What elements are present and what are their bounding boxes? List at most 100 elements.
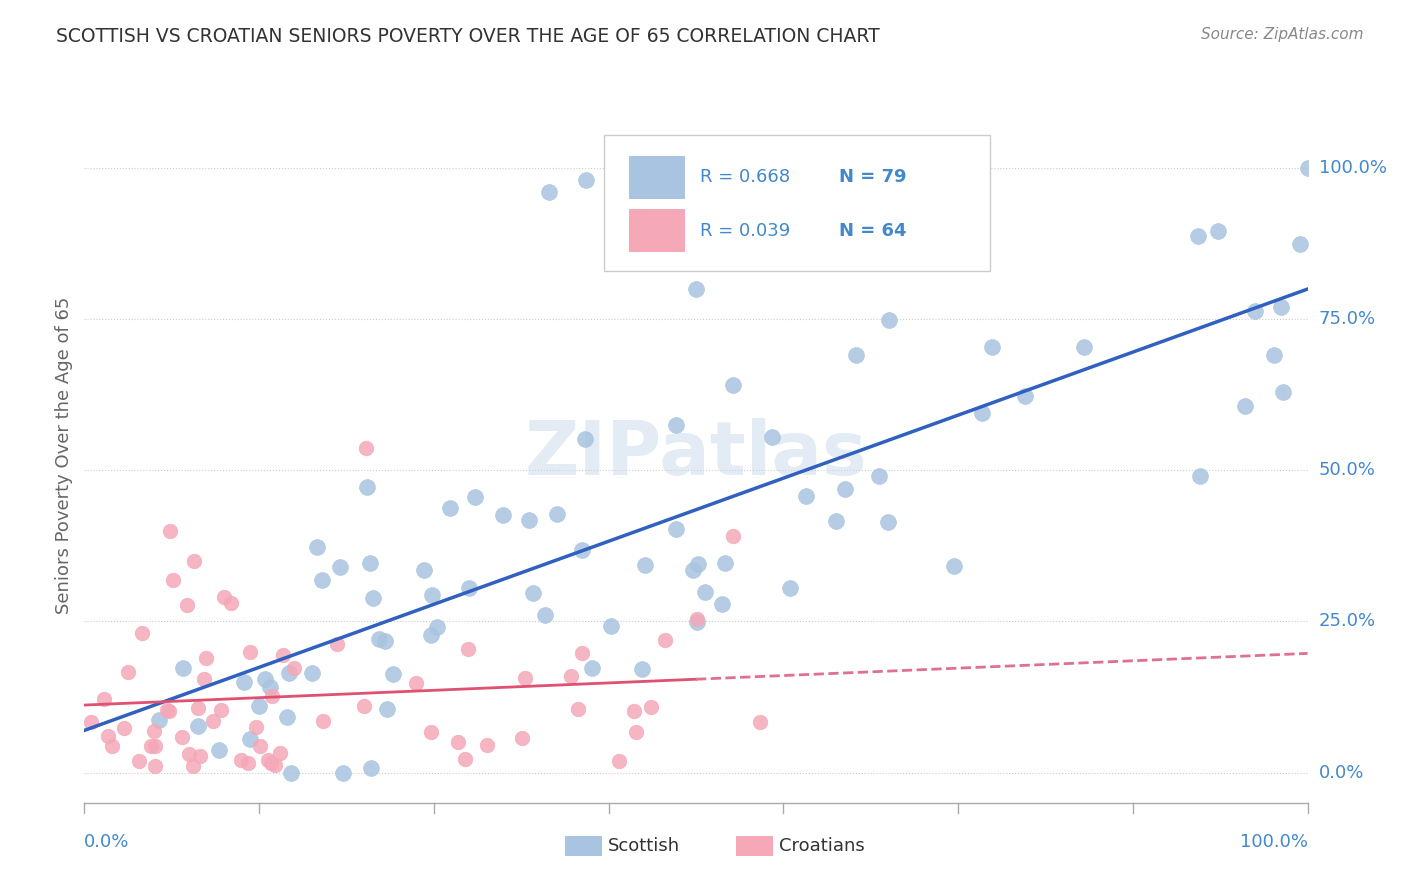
Point [405,676,427,690]
Point [685,281,707,295]
Point [278,665,301,680]
Point [425,620,447,634]
Point [682,563,704,577]
Point [187,719,209,733]
Point [600,619,623,633]
Point [159,524,181,538]
Point [142,723,165,738]
Text: Source: ZipAtlas.com: Source: ZipAtlas.com [1201,27,1364,42]
Text: R = 0.039: R = 0.039 [700,222,790,240]
Point [686,557,709,571]
Point [360,761,382,775]
Point [187,701,209,715]
Point [845,348,868,362]
Point [301,666,323,681]
Text: 0.0%: 0.0% [1319,764,1364,781]
Point [1289,237,1312,252]
Point [170,730,193,744]
Point [834,482,856,496]
Point [148,713,170,727]
FancyBboxPatch shape [605,135,990,270]
Point [202,714,225,728]
Point [794,489,817,503]
Point [354,442,377,456]
Point [131,625,153,640]
Point [723,529,745,543]
Point [517,513,540,527]
Point [276,709,298,723]
Y-axis label: Seniors Poverty Over the Age of 65: Seniors Poverty Over the Age of 65 [55,296,73,614]
Point [271,648,294,663]
Point [332,765,354,780]
Point [236,756,259,771]
Point [439,500,461,515]
Point [207,742,229,756]
Point [825,514,848,528]
Point [311,573,333,587]
Point [1263,348,1285,362]
Point [194,651,217,665]
Point [972,406,994,420]
Point [93,691,115,706]
Point [665,417,688,432]
Text: ZIPatlas: ZIPatlas [524,418,868,491]
Point [457,642,479,657]
Point [748,714,770,729]
Point [522,586,544,600]
Point [183,759,205,773]
Point [477,739,499,753]
Point [623,704,645,718]
Point [245,720,267,734]
Text: Scottish: Scottish [607,837,681,855]
Point [721,378,744,392]
Point [128,754,150,768]
Point [262,690,284,704]
Point [259,680,281,694]
Point [101,739,124,754]
Point [183,554,205,568]
Point [176,598,198,612]
Text: 0.0%: 0.0% [84,833,129,851]
Text: 100.0%: 100.0% [1319,159,1386,177]
Point [219,596,242,610]
Point [458,581,481,595]
Point [574,432,596,446]
Point [356,480,378,494]
Point [239,732,262,747]
FancyBboxPatch shape [737,836,773,856]
Point [1073,340,1095,354]
Point [695,584,717,599]
Point [571,542,593,557]
Point [419,628,441,642]
Point [325,637,347,651]
Point [1244,303,1267,318]
Point [779,581,801,595]
Point [361,591,384,606]
Point [630,662,652,676]
Point [1234,399,1257,413]
Point [307,540,329,554]
Point [209,702,232,716]
Point [607,754,630,768]
Point [1206,224,1229,238]
Point [877,313,900,327]
Point [943,559,966,574]
Point [560,669,582,683]
Point [761,430,783,444]
Point [177,747,200,762]
Point [419,725,441,739]
Point [464,491,486,505]
Point [117,665,139,679]
Point [280,765,302,780]
Point [711,597,734,611]
Point [139,739,162,753]
Point [1014,389,1036,403]
Point [575,172,598,186]
Point [260,756,283,770]
Point [538,185,561,199]
Point [640,700,662,714]
Point [454,752,477,766]
Point [157,704,180,718]
Point [257,754,280,768]
Point [1296,161,1319,175]
